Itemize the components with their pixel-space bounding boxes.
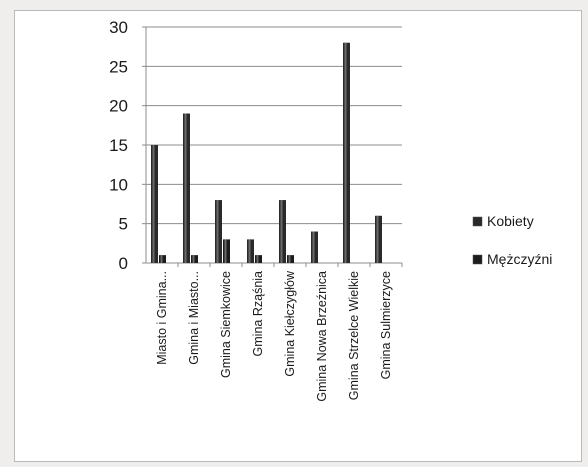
legend: Kobiety Mężczyźni xyxy=(472,213,552,267)
y-tick-label: 10 xyxy=(109,175,128,194)
bar-highlight xyxy=(288,255,291,263)
y-tick-label: 20 xyxy=(109,97,128,116)
bar-highlight xyxy=(184,113,187,264)
bar-highlight xyxy=(256,255,259,263)
category-label: Gmina Nowa Brzeźnica xyxy=(315,271,329,402)
bar-highlight xyxy=(248,239,251,263)
legend-swatch xyxy=(472,216,483,227)
category-labels: Miasto i Gmina... Gmina i Miasto... Gmina … xyxy=(155,270,393,402)
bar-highlight xyxy=(224,239,227,263)
bar-highlight xyxy=(344,42,347,263)
legend-label: Kobiety xyxy=(487,213,534,229)
bar-highlight xyxy=(376,215,379,263)
axes xyxy=(142,26,403,267)
y-tick-label: 0 xyxy=(119,254,128,273)
chart-frame xyxy=(14,10,582,462)
bar-highlight xyxy=(192,255,195,263)
legend-swatch xyxy=(472,254,483,265)
bar-highlight xyxy=(160,255,163,263)
y-tick-label: 15 xyxy=(109,136,128,155)
category-label: Gmina i Miasto... xyxy=(187,271,201,365)
bars xyxy=(151,42,382,264)
bar-highlight xyxy=(152,145,155,263)
category-label: Miasto i Gmina... xyxy=(155,271,169,365)
category-label: Gmina Kiełczygłów xyxy=(283,270,297,377)
y-tick-label: 30 xyxy=(109,18,128,37)
legend-label: Mężczyźni xyxy=(487,251,552,267)
bar-highlight xyxy=(280,200,283,263)
category-label: Gmina Sulmierzyce xyxy=(379,271,393,379)
bar-highlight xyxy=(216,200,219,263)
category-label: Gmina Strzelce Wielkie xyxy=(347,271,361,400)
y-tick-label: 25 xyxy=(109,57,128,76)
y-tick-label: 5 xyxy=(119,215,128,234)
category-label: Gmina Rząśnia xyxy=(251,271,265,356)
y-tick-labels: 0 5 10 15 20 25 30 xyxy=(109,18,128,273)
bar-highlight xyxy=(312,231,315,263)
category-label: Gmina Siemkowice xyxy=(219,271,233,378)
